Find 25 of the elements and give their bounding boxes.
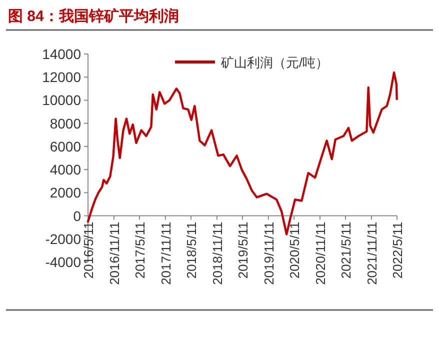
- ytick: -4000: [45, 254, 81, 270]
- xtick: 2016/5/11: [81, 222, 96, 279]
- xtick: 2019/11/11: [261, 222, 276, 285]
- ytick: 0: [73, 208, 81, 224]
- ytick: 6000: [50, 138, 81, 154]
- xtick: 2017/5/11: [132, 222, 148, 279]
- xtick: 2019/5/11: [235, 222, 250, 279]
- xtick: 2018/5/11: [184, 222, 199, 279]
- xtick: 2018/11/11: [210, 222, 225, 285]
- xtick: 2021/5/11: [338, 222, 354, 279]
- ytick: 10000: [42, 92, 81, 108]
- ytick: 14000: [42, 46, 81, 62]
- xtick: 2020/11/11: [313, 222, 328, 285]
- xtick: 2020/5/11: [287, 222, 302, 279]
- ytick: 12000: [42, 69, 81, 86]
- ytick: 4000: [50, 162, 81, 178]
- legend-label: 矿山利润（元/吨）: [221, 55, 329, 70]
- xtick: 2022/5/11: [390, 222, 405, 279]
- xtick: 2021/11/11: [364, 222, 380, 285]
- ytick: 2000: [50, 184, 81, 201]
- ytick: 8000: [50, 115, 81, 132]
- title: 图 84：我国锌矿平均利润: [8, 8, 179, 25]
- ytick: -2000: [45, 230, 81, 247]
- xtick: 2016/11/11: [106, 222, 122, 285]
- xtick: 2017/11/11: [158, 222, 174, 285]
